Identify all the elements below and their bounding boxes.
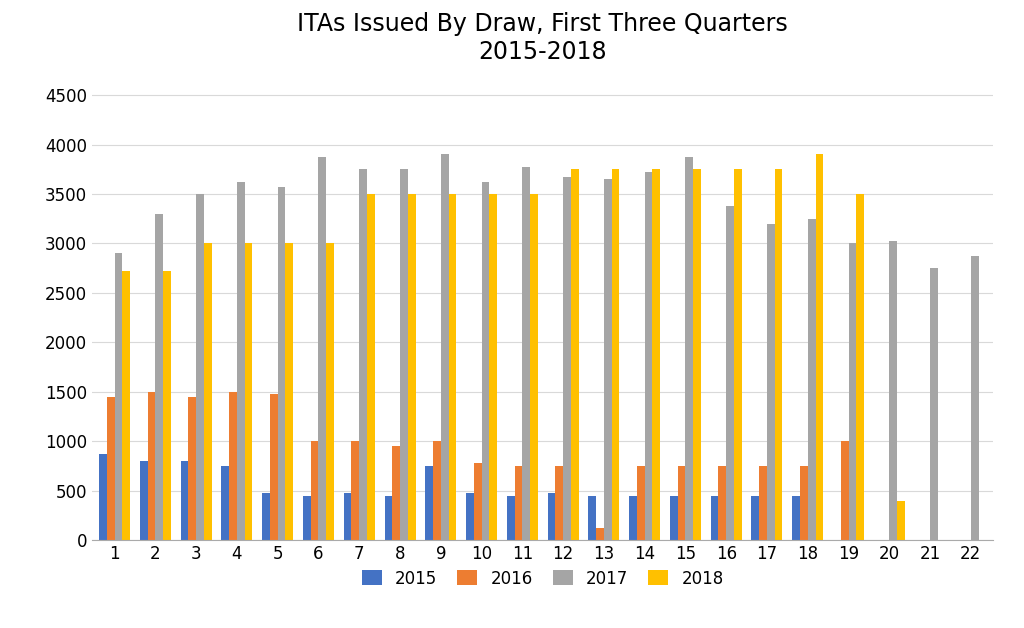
Bar <box>897 501 905 540</box>
Bar <box>385 495 392 540</box>
Bar <box>570 170 579 540</box>
Bar <box>734 170 741 540</box>
Legend: 2015, 2016, 2017, 2018: 2015, 2016, 2017, 2018 <box>361 570 724 588</box>
Bar <box>611 170 620 540</box>
Bar <box>262 493 270 540</box>
Bar <box>344 493 351 540</box>
Bar <box>286 244 293 540</box>
Bar <box>147 392 156 540</box>
Bar <box>474 463 481 540</box>
Bar <box>719 466 726 540</box>
Bar <box>115 253 122 540</box>
Bar <box>637 466 645 540</box>
Title: ITAs Issued By Draw, First Three Quarters
2015-2018: ITAs Issued By Draw, First Three Quarter… <box>297 12 788 63</box>
Bar <box>408 194 416 540</box>
Bar <box>156 214 163 540</box>
Bar <box>596 528 604 540</box>
Bar <box>670 495 678 540</box>
Bar <box>752 495 759 540</box>
Bar <box>327 244 334 540</box>
Bar <box>759 466 767 540</box>
Bar <box>425 466 433 540</box>
Bar <box>318 157 327 540</box>
Bar <box>229 392 237 540</box>
Bar <box>221 466 229 540</box>
Bar <box>367 194 375 540</box>
Bar <box>652 170 660 540</box>
Bar <box>163 271 171 540</box>
Bar <box>678 466 685 540</box>
Bar <box>303 495 310 540</box>
Bar <box>971 256 979 540</box>
Bar <box>589 495 596 540</box>
Bar <box>122 271 130 540</box>
Bar <box>629 495 637 540</box>
Bar <box>530 194 538 540</box>
Bar <box>726 207 734 540</box>
Bar <box>563 176 570 540</box>
Bar <box>767 224 775 540</box>
Bar <box>106 397 115 540</box>
Bar <box>775 170 782 540</box>
Bar <box>930 268 938 540</box>
Bar <box>204 244 212 540</box>
Bar <box>889 241 897 540</box>
Bar <box>449 194 457 540</box>
Bar <box>685 157 693 540</box>
Bar <box>278 187 286 540</box>
Bar <box>515 466 522 540</box>
Bar <box>856 194 864 540</box>
Bar <box>693 170 700 540</box>
Bar <box>645 172 652 540</box>
Bar <box>466 493 474 540</box>
Bar <box>400 170 408 540</box>
Bar <box>808 219 815 540</box>
Bar <box>522 167 530 540</box>
Bar <box>392 446 400 540</box>
Bar <box>99 453 106 540</box>
Bar <box>815 154 823 540</box>
Bar <box>270 394 278 540</box>
Bar <box>849 244 856 540</box>
Bar <box>188 397 197 540</box>
Bar <box>433 441 440 540</box>
Bar <box>180 461 188 540</box>
Bar <box>604 179 611 540</box>
Bar <box>793 495 800 540</box>
Bar <box>359 170 367 540</box>
Bar <box>440 154 449 540</box>
Bar <box>507 495 515 540</box>
Bar <box>711 495 719 540</box>
Bar <box>351 441 359 540</box>
Bar <box>489 194 497 540</box>
Bar <box>237 181 245 540</box>
Bar <box>245 244 252 540</box>
Bar <box>841 441 849 540</box>
Bar <box>481 181 489 540</box>
Bar <box>555 466 563 540</box>
Bar <box>800 466 808 540</box>
Bar <box>548 493 555 540</box>
Bar <box>310 441 318 540</box>
Bar <box>197 194 204 540</box>
Bar <box>140 461 147 540</box>
